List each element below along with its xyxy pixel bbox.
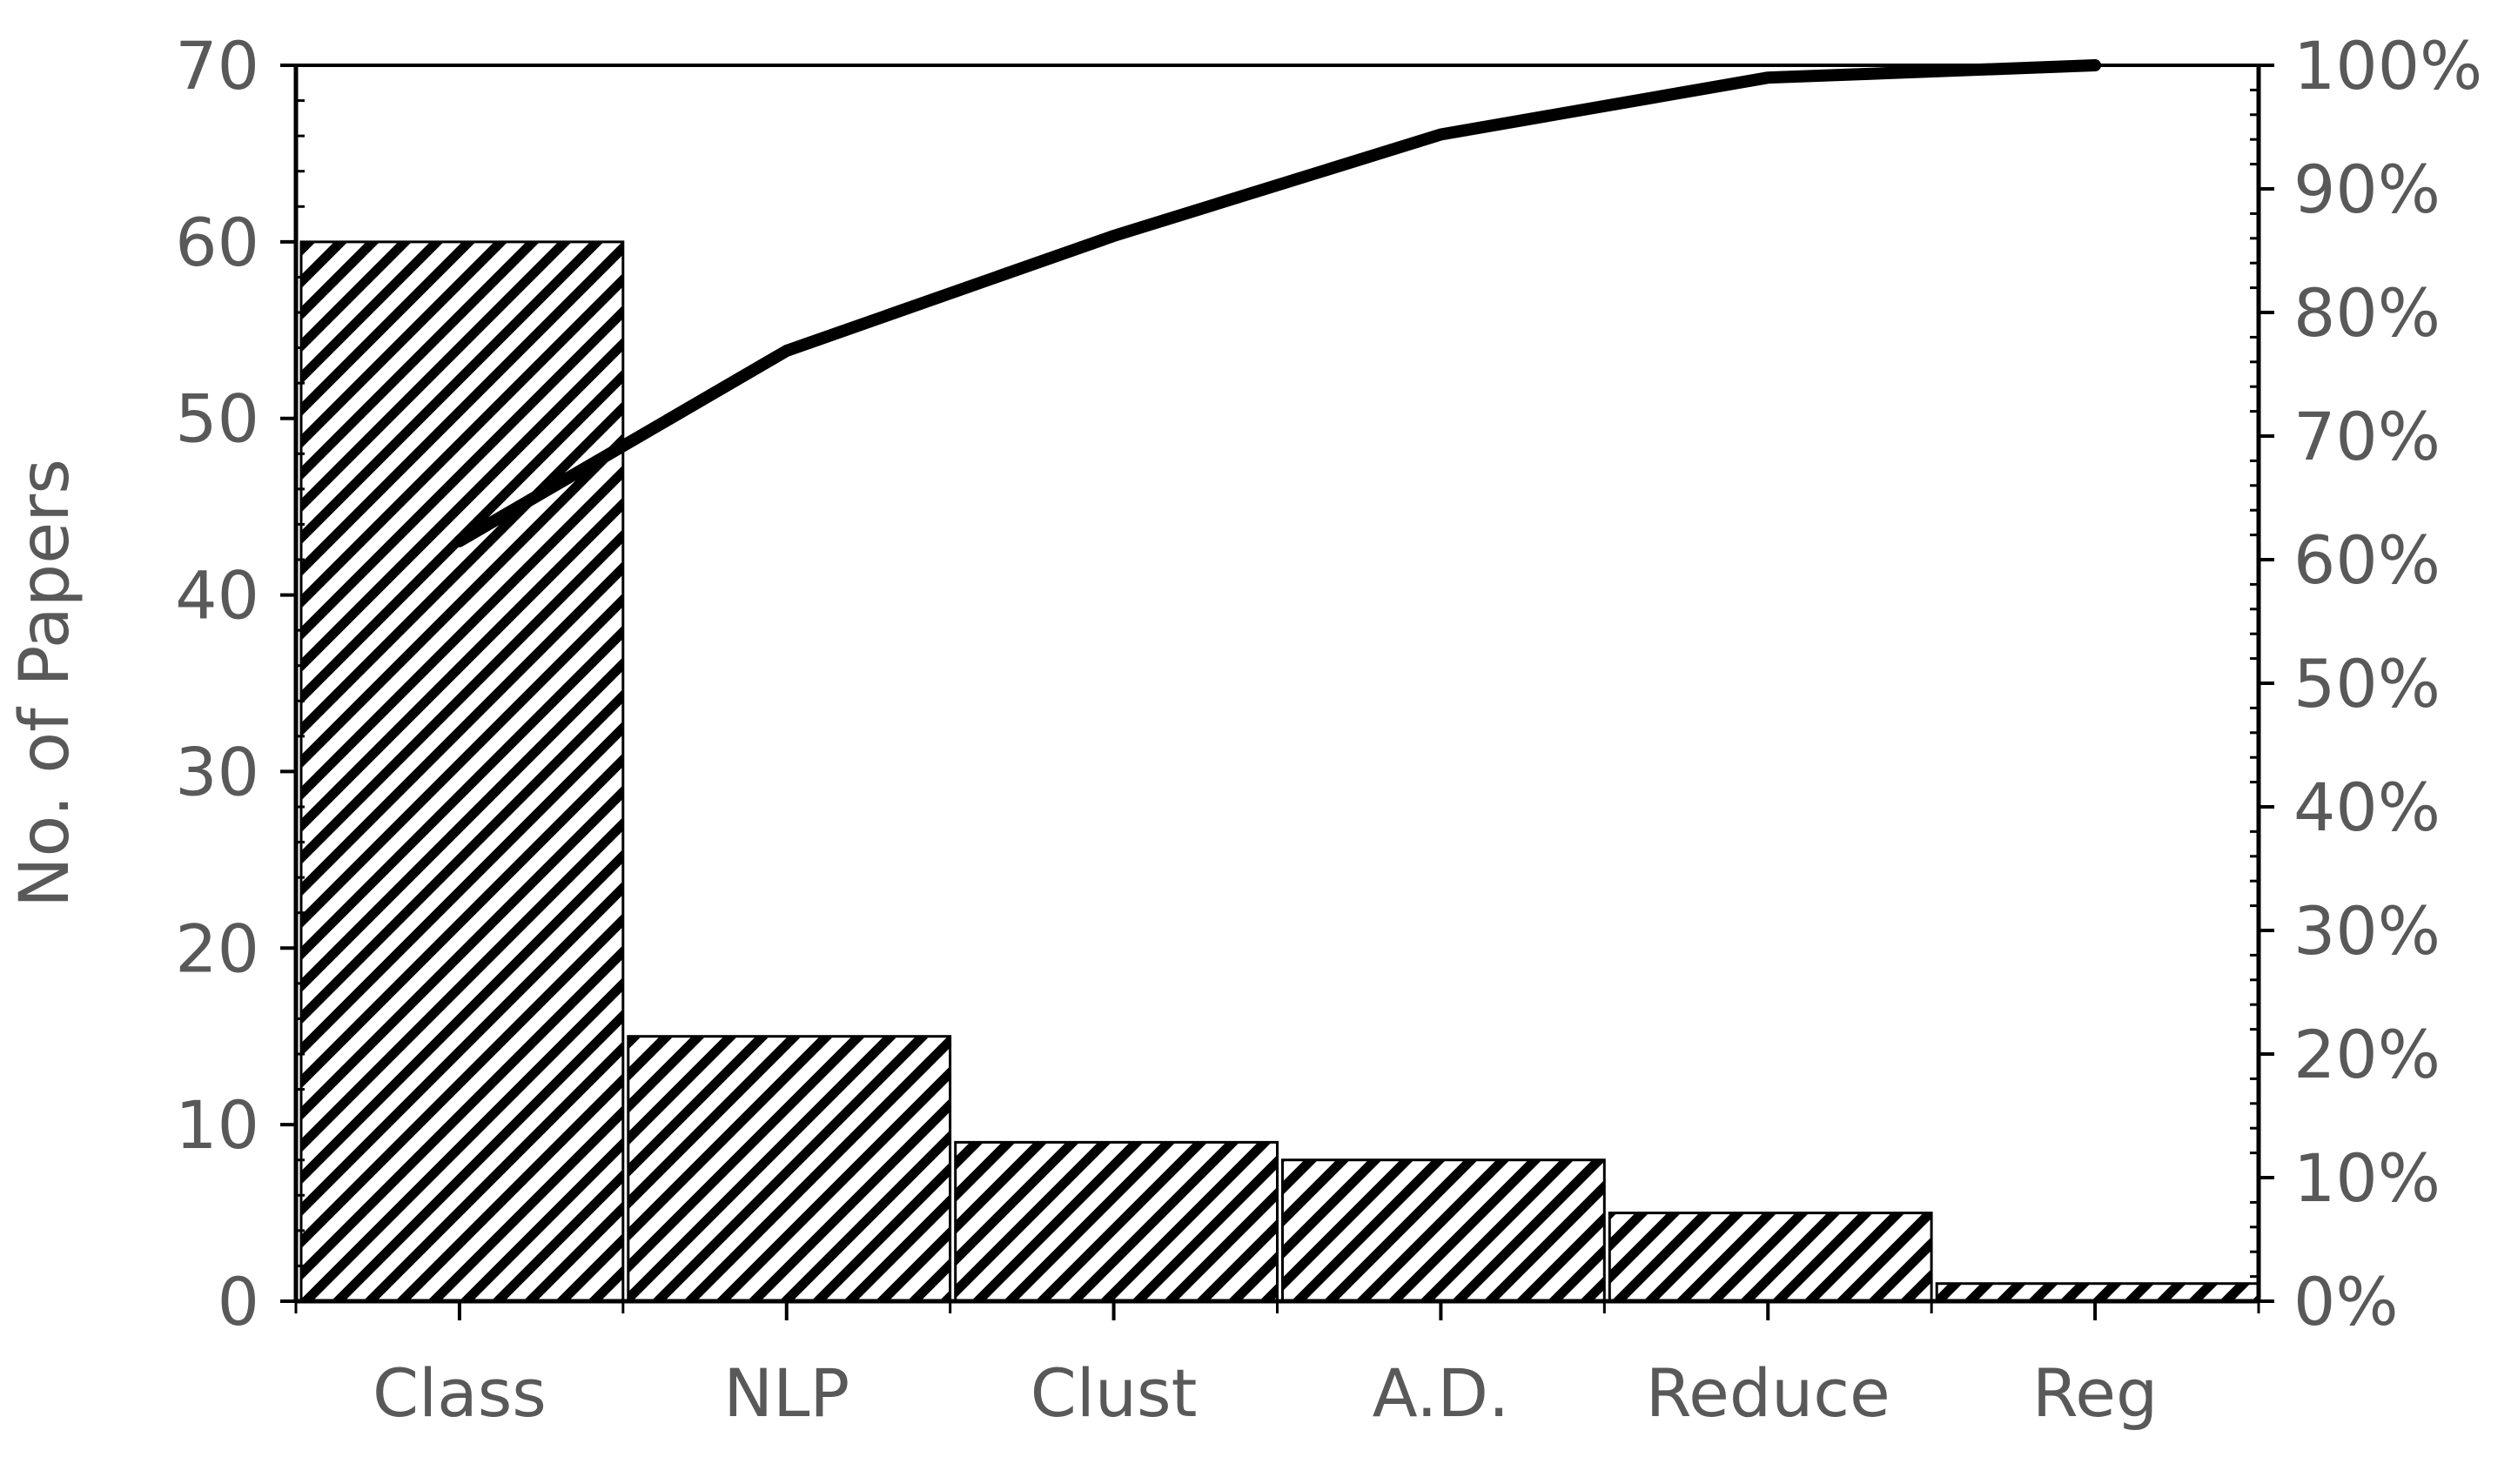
x-tick-label-nlp: NLP xyxy=(723,1354,849,1432)
x-tick-label-class: Class xyxy=(373,1354,547,1432)
cumulative-line-layer xyxy=(453,59,2102,547)
y2-tick-label-0pct: 0% xyxy=(2293,1263,2399,1340)
bar-class xyxy=(299,240,625,1303)
x-tick-label-reg: Reg xyxy=(2032,1354,2158,1432)
y2-tick-label-100pct: 100% xyxy=(2293,27,2482,104)
y2-tick-label-60pct: 60% xyxy=(2293,521,2441,599)
y2-tick-label-50pct: 50% xyxy=(2293,645,2441,722)
y-axis-right: 0% 10% 20% 30% 40% 50% 60% 70% 80% 90% 100% xyxy=(2250,27,2482,1340)
cumulative-point-class xyxy=(458,540,460,542)
bars-layer xyxy=(299,240,2260,1303)
y-tick-label-40: 40 xyxy=(175,557,259,635)
y-tick-label-70: 70 xyxy=(175,27,259,104)
bar-a-d- xyxy=(1281,1158,1606,1303)
cumulative-point-reg xyxy=(2094,64,2097,66)
y-tick-label-50: 50 xyxy=(175,380,259,458)
x-axis: Class NLP Clust A.D. Reduce Reg xyxy=(294,1301,2260,1432)
bar-reg xyxy=(1935,1282,2260,1303)
y2-tick-label-40pct: 40% xyxy=(2293,769,2441,846)
bar-reduce xyxy=(1608,1212,1933,1303)
cumulative-point-nlp xyxy=(785,350,788,352)
cumulative-percent-line xyxy=(453,59,2102,547)
y-tick-label-30: 30 xyxy=(175,733,259,810)
y-tick-label-10: 10 xyxy=(175,1086,259,1164)
y-tick-label-60: 60 xyxy=(175,204,259,281)
cumulative-point-a-d- xyxy=(1440,133,1442,136)
x-tick-label-a-d-: A.D. xyxy=(1373,1354,1510,1432)
y2-tick-label-90pct: 90% xyxy=(2293,151,2441,228)
y2-tick-label-80pct: 80% xyxy=(2293,274,2441,352)
bar-nlp xyxy=(627,1035,952,1303)
y-axis-title: No. of Papers xyxy=(6,459,84,908)
x-tick-label-reduce: Reduce xyxy=(1646,1354,1890,1432)
y-tick-label-0: 0 xyxy=(218,1263,259,1340)
y-tick-label-20: 20 xyxy=(175,910,259,987)
y2-tick-label-70pct: 70% xyxy=(2293,398,2441,475)
y-axis-left: 0 10 20 30 40 50 60 70 xyxy=(175,27,305,1340)
y2-tick-label-10pct: 10% xyxy=(2293,1139,2441,1217)
cumulative-point-clust xyxy=(1112,235,1115,237)
y2-tick-label-20pct: 20% xyxy=(2293,1016,2441,1093)
cumulative-point-reduce xyxy=(1767,77,1769,79)
x-tick-label-clust: Clust xyxy=(1031,1354,1198,1432)
bar-clust xyxy=(954,1140,1279,1303)
y2-tick-label-30pct: 30% xyxy=(2293,892,2441,970)
